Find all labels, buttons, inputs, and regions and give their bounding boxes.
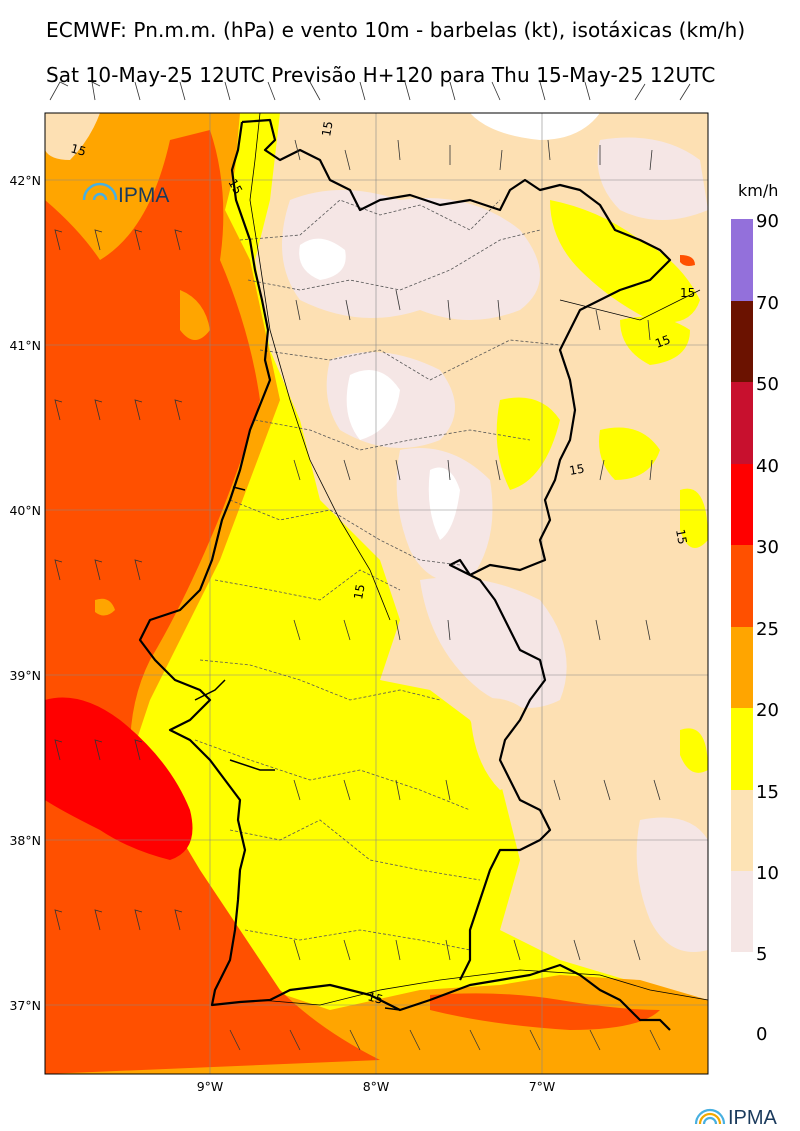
colorbar-tick: 50 [756, 374, 779, 395]
colorbar-swatch [731, 708, 753, 790]
colorbar-tick: 5 [756, 944, 767, 965]
colorbar: km/h 90 70 50 40 30 25 20 15 10 5 0 [731, 181, 779, 1045]
lat-label: 38°N [9, 833, 41, 848]
colorbar-tick: 0 [756, 1024, 767, 1045]
contour-label: 15 [680, 286, 695, 300]
ipma-map-logo: IPMA [82, 182, 169, 207]
colorbar-tick: 20 [756, 700, 779, 721]
colorbar-tick: 10 [756, 863, 779, 884]
lat-label: 41°N [9, 338, 41, 353]
colorbar-tick: 15 [756, 782, 779, 803]
colorbar-ticks: 90 70 50 40 30 25 20 15 10 5 0 [756, 211, 779, 1045]
map-frame [44, 112, 709, 1075]
colorbar-swatch [731, 545, 753, 627]
lat-label: 37°N [9, 998, 41, 1013]
forecast-subtitle: Sat 10-May-25 12UTC Previsão H+120 para … [46, 63, 716, 87]
colorbar-unit: km/h [738, 181, 778, 200]
lat-label: 42°N [9, 173, 41, 188]
wind-barbs [49, 81, 691, 1051]
colorbar-swatch [731, 464, 753, 545]
contour-label: 15 [351, 583, 367, 600]
contour-label: 15 [319, 120, 335, 137]
lat-label: 40°N [9, 503, 41, 518]
lon-label: 7°W [529, 1079, 556, 1094]
lon-label: 8°W [363, 1079, 390, 1094]
isotach-contours [249, 112, 709, 1006]
colorbar-tick: 30 [756, 537, 779, 558]
colorbar-tick: 90 [756, 211, 779, 232]
colorbar-swatch [731, 790, 753, 871]
contour-label: 15 [568, 462, 585, 478]
map-graticule [45, 113, 708, 1074]
svg-text:IPMA: IPMA [118, 184, 169, 207]
contour-label: 15 [653, 332, 672, 350]
colorbar-tick: 40 [756, 456, 779, 477]
colorbar-tick: 70 [756, 293, 779, 314]
wind-speed-field [45, 113, 708, 1074]
svg-text:IPMA: IPMA [728, 1107, 778, 1129]
contour-label: 15 [69, 141, 87, 158]
colorbar-tick: 25 [756, 619, 779, 640]
lon-label: 9°W [197, 1079, 224, 1094]
colorbar-swatch [731, 301, 753, 382]
contour-label: 15 [366, 989, 384, 1006]
longitude-labels: 9°W 8°W 7°W [197, 1079, 556, 1094]
colorbar-swatch [731, 219, 753, 301]
contour-label: 15 [673, 528, 689, 545]
lat-label: 39°N [9, 668, 41, 683]
ipma-footer-logo: IPMA [694, 1107, 778, 1129]
colorbar-swatch [731, 627, 753, 708]
coastline-border [138, 118, 672, 1031]
estuaries [194, 486, 401, 1011]
map-title: ECMWF: Pn.m.m. (hPa) e vento 10m - barbe… [46, 18, 746, 42]
latitude-labels: 42°N 41°N 40°N 39°N 38°N 37°N [9, 173, 41, 1013]
contour-labels: 15 15 15 15 15 15 15 15 15 [69, 120, 695, 1007]
district-boundaries [194, 199, 561, 951]
colorbar-swatch [731, 382, 753, 464]
contour-label: 15 [225, 177, 245, 197]
colorbar-swatch [731, 871, 753, 952]
